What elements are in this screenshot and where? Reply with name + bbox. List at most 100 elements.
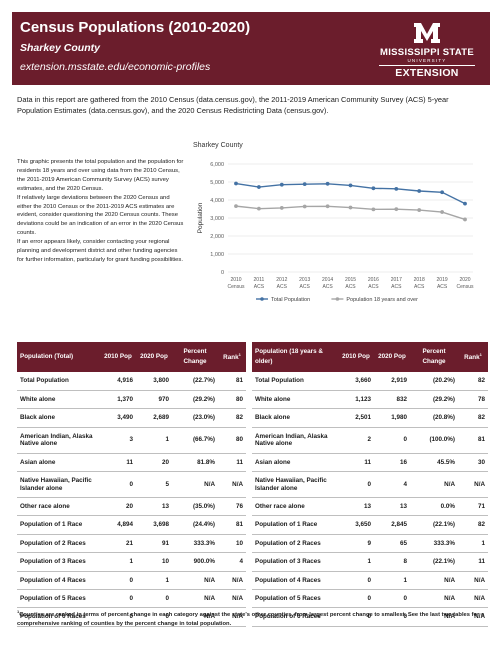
row-label: Population of 4 Races <box>252 571 338 591</box>
x-tick-label: 2010 <box>230 277 241 283</box>
col-header: 2020 Pop <box>136 342 172 372</box>
data-point <box>371 186 376 191</box>
table-row: Population of 2 Races 21 91 333.3% 10 <box>17 534 246 554</box>
x-tick-label: ACS <box>322 284 333 290</box>
msu-m-icon <box>412 20 442 46</box>
table-row: Black alone 3,490 2,689 (23.0%) 82 <box>17 408 246 428</box>
data-point <box>234 181 238 186</box>
col-header: Population (18 years & older) <box>252 342 338 372</box>
data-point <box>234 204 238 209</box>
x-tick-label: ACS <box>300 284 311 290</box>
table-cell: 0 <box>100 571 136 591</box>
y-tick-label: 1,000 <box>210 252 224 258</box>
table-cell: 20 <box>100 497 136 517</box>
x-tick-label: 2013 <box>299 277 310 283</box>
table-cell: 3 <box>100 427 136 454</box>
table-cell: N/A <box>218 607 246 627</box>
x-tick-label: 2012 <box>276 277 287 283</box>
table-cell: 0 <box>374 607 410 627</box>
data-point <box>394 186 399 191</box>
col-header: Percent Change <box>410 342 458 372</box>
table-cell: 2,919 <box>374 372 410 391</box>
table-cell: N/A <box>458 607 488 627</box>
table-cell: 1 <box>374 571 410 591</box>
table-row: Population of 4 Races 0 1 N/A N/A <box>252 571 488 591</box>
table-cell: 13 <box>338 497 374 517</box>
x-tick-label: ACS <box>437 284 448 290</box>
table-cell: 4 <box>218 552 246 572</box>
row-label: Population of 2 Races <box>252 534 338 554</box>
table-cell: N/A <box>218 571 246 591</box>
header-text: Census Populations (2010-2020) Sharkey C… <box>20 18 360 73</box>
table-cell: 970 <box>136 390 172 410</box>
table-cell: 1 <box>458 534 488 554</box>
x-tick-label: 2018 <box>414 277 425 283</box>
footnote-marker: 1 <box>479 352 482 358</box>
table-cell: (23.0%) <box>172 408 218 428</box>
y-tick-label: 0 <box>221 270 224 276</box>
x-tick-label: 2019 <box>437 277 448 283</box>
table-cell: N/A <box>172 589 218 609</box>
table-cell: 900.0% <box>172 552 218 572</box>
row-label: Asian alone <box>17 453 100 473</box>
table-row: Population of 3 Races 1 8 (22.1%) 11 <box>252 552 488 572</box>
intro-paragraph: Data in this report are gathered from th… <box>17 95 449 115</box>
table-cell: 81 <box>458 427 488 454</box>
logo-university: UNIVERSITY <box>407 58 447 63</box>
table-cell: 81 <box>218 515 246 535</box>
table-cell: 0 <box>136 607 172 627</box>
table-cell: 2 <box>338 427 374 454</box>
table-row: Asian alone 11 20 81.8% 11 <box>17 453 246 473</box>
table-header-row: Population (Total) 2010 Pop 2020 Pop Per… <box>17 342 246 372</box>
row-label: American Indian, Alaska Native alone <box>17 427 100 454</box>
data-point <box>279 206 284 210</box>
table-cell: 0 <box>374 427 410 454</box>
table-row: Population of 1 Race 4,894 3,698 (24.4%) 81 <box>17 515 246 535</box>
row-label: Population of 5 Races <box>252 589 338 609</box>
table-cell: 11 <box>218 453 246 473</box>
x-tick-label: Census <box>228 284 245 290</box>
table-cell: (20.2%) <box>410 372 458 391</box>
table-cell: N/A <box>410 471 458 499</box>
sidebar-paragraph: If relatively large deviations between t… <box>17 194 184 237</box>
table-row: Population of 6 Races 0 0 N/A N/A <box>252 607 488 627</box>
table-cell: 0 <box>374 589 410 609</box>
table-cell: (22.7%) <box>172 372 218 391</box>
col-header: Population (Total) <box>17 342 100 372</box>
table-cell: 3,800 <box>136 372 172 391</box>
legend-marker <box>260 297 264 301</box>
col-header: 2010 Pop <box>338 342 374 372</box>
table-cell: 1,123 <box>338 390 374 410</box>
table-cell: 10 <box>136 552 172 572</box>
table-cell: 1,370 <box>100 390 136 410</box>
y-tick-label: 4,000 <box>210 198 224 204</box>
sidebar-paragraph: If an error appears likely, consider con… <box>17 239 183 263</box>
table-cell: 4 <box>374 471 410 499</box>
table-cell: 9 <box>338 534 374 554</box>
x-tick-label: 2016 <box>368 277 379 283</box>
col-header: Percent Change <box>172 342 218 372</box>
table-cell: 82 <box>218 408 246 428</box>
adult-population-table: Population (18 years & older) 2010 Pop 2… <box>252 342 488 627</box>
table-row: Other race alone 13 13 0.0% 71 <box>252 497 488 517</box>
table-row: Population of 4 Races 0 1 N/A N/A <box>17 571 246 591</box>
logo-name: MISSISSIPPI STATE <box>380 47 474 58</box>
table-cell: 2,501 <box>338 408 374 428</box>
table-cell: 11 <box>458 552 488 572</box>
y-tick-label: 5,000 <box>210 180 224 186</box>
x-tick-label: ACS <box>368 284 379 290</box>
total-population-table: Population (Total) 2010 Pop 2020 Pop Per… <box>17 342 246 627</box>
table-row: White alone 1,123 832 (29.2%) 78 <box>252 390 488 410</box>
logo-divider <box>379 65 475 66</box>
data-point <box>302 204 307 209</box>
x-tick-label: 2017 <box>391 277 402 283</box>
row-label: Population of 2 Races <box>17 534 100 554</box>
data-point <box>348 205 353 210</box>
row-label: White alone <box>252 390 338 410</box>
y-tick-label: 6,000 <box>210 162 224 168</box>
data-point <box>279 182 284 187</box>
table-cell: 2,689 <box>136 408 172 428</box>
col-header: 2020 Pop <box>374 342 410 372</box>
table-header-row: Population (18 years & older) 2010 Pop 2… <box>252 342 488 372</box>
table-row: Native Hawaiian, Pacific Islander alone 0… <box>252 471 488 499</box>
